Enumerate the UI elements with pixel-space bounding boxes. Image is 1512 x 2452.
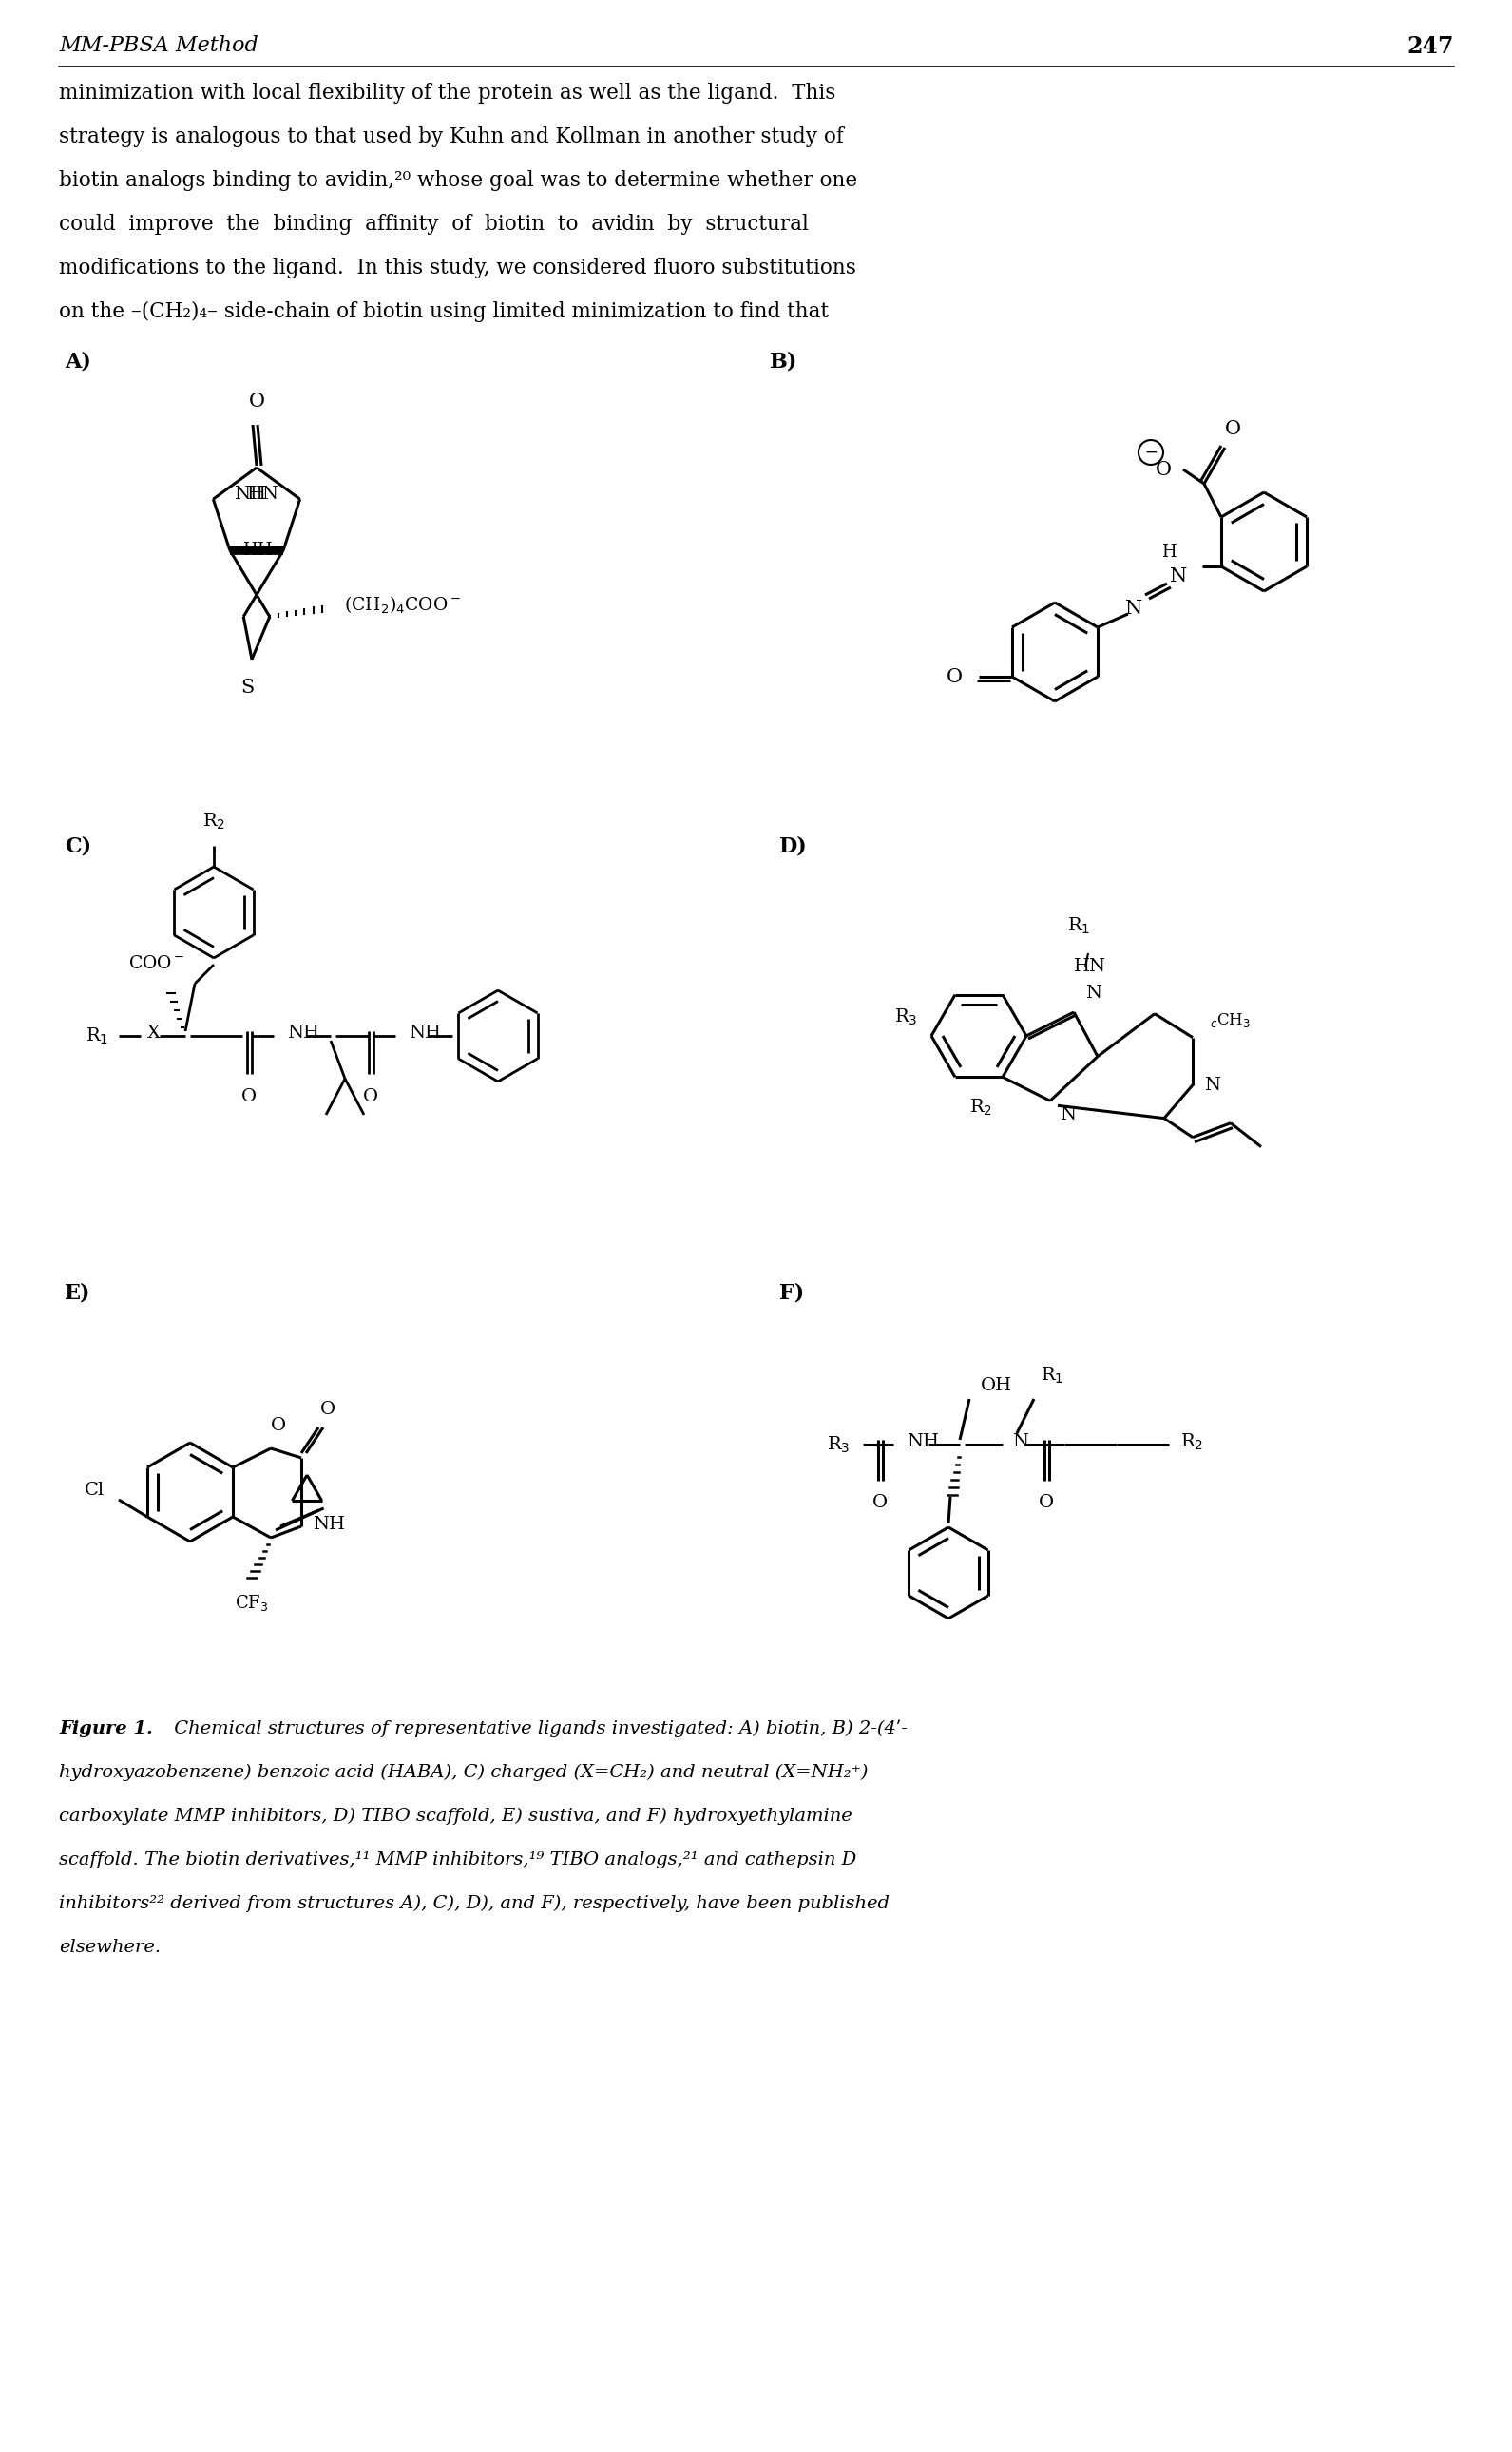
Text: (CH$_2$)$_4$COO$^-$: (CH$_2$)$_4$COO$^-$ xyxy=(343,596,461,615)
Text: Cl: Cl xyxy=(85,1481,104,1498)
Text: O: O xyxy=(248,392,265,409)
Text: O: O xyxy=(321,1400,336,1417)
Text: N: N xyxy=(1060,1106,1077,1123)
Text: NH: NH xyxy=(313,1515,345,1532)
Text: N: N xyxy=(1204,1076,1220,1094)
Text: O: O xyxy=(1225,419,1241,439)
Text: X: X xyxy=(147,1025,160,1042)
Text: R$_3$: R$_3$ xyxy=(894,1008,918,1027)
Text: biotin analogs binding to avidin,²⁰ whose goal was to determine whether one: biotin analogs binding to avidin,²⁰ whos… xyxy=(59,169,857,191)
Text: H: H xyxy=(257,542,271,559)
Text: HN: HN xyxy=(246,485,280,503)
Text: COO$^-$: COO$^-$ xyxy=(129,956,184,973)
Text: R$_2$: R$_2$ xyxy=(1181,1432,1204,1452)
Text: R$_1$: R$_1$ xyxy=(1067,917,1090,937)
Text: on the –(CH₂)₄– side-chain of biotin using limited minimization to find that: on the –(CH₂)₄– side-chain of biotin usi… xyxy=(59,302,829,321)
Text: R$_2$: R$_2$ xyxy=(203,812,225,831)
Text: modifications to the ligand.  In this study, we considered fluoro substitutions: modifications to the ligand. In this stu… xyxy=(59,257,856,280)
Text: O: O xyxy=(271,1417,286,1434)
Text: NH: NH xyxy=(287,1025,319,1042)
Text: N: N xyxy=(1125,601,1143,618)
Text: NH: NH xyxy=(907,1432,939,1449)
Text: Chemical structures of representative ligands investigated: A) biotin, B) 2-(4ʹ-: Chemical structures of representative li… xyxy=(168,1721,907,1738)
Text: N: N xyxy=(1170,566,1187,586)
Text: carboxylate MMP inhibitors, D) TIBO scaffold, E) sustiva, and F) hydroxyethylami: carboxylate MMP inhibitors, D) TIBO scaf… xyxy=(59,1807,853,1824)
Text: H: H xyxy=(1161,544,1176,562)
Text: elsewhere.: elsewhere. xyxy=(59,1940,160,1957)
Text: CF$_3$: CF$_3$ xyxy=(234,1594,269,1613)
Text: D): D) xyxy=(779,836,807,858)
Text: N: N xyxy=(1086,986,1101,1003)
Text: O: O xyxy=(947,667,963,687)
Text: NH: NH xyxy=(408,1025,442,1042)
Text: O: O xyxy=(872,1493,888,1510)
Text: inhibitors²² derived from structures A), C), D), and F), respectively, have been: inhibitors²² derived from structures A),… xyxy=(59,1895,889,1913)
Text: NH: NH xyxy=(234,485,266,503)
Text: S: S xyxy=(240,679,254,696)
Text: MM-PBSA Method: MM-PBSA Method xyxy=(59,34,259,56)
Text: OH: OH xyxy=(981,1378,1012,1395)
Text: F): F) xyxy=(779,1282,804,1304)
Text: HN: HN xyxy=(1074,959,1107,976)
Text: A): A) xyxy=(65,351,91,373)
Text: scaffold. The biotin derivatives,¹¹ MMP inhibitors,¹⁹ TIBO analogs,²¹ and cathep: scaffold. The biotin derivatives,¹¹ MMP … xyxy=(59,1851,856,1868)
Text: R$_3$: R$_3$ xyxy=(827,1434,850,1454)
Text: O: O xyxy=(242,1089,257,1106)
Text: hydroxyazobenzene) benzoic acid (HABA), C) charged (X=CH₂) and neutral (X=NH₂⁺): hydroxyazobenzene) benzoic acid (HABA), … xyxy=(59,1763,868,1780)
Text: C): C) xyxy=(65,836,91,858)
Text: could  improve  the  binding  affinity  of  biotin  to  avidin  by  structural: could improve the binding affinity of bi… xyxy=(59,213,809,235)
Text: 247: 247 xyxy=(1408,34,1455,59)
Text: strategy is analogous to that used by Kuhn and Kollman in another study of: strategy is analogous to that used by Ku… xyxy=(59,128,844,147)
Text: H: H xyxy=(242,542,257,559)
Text: O: O xyxy=(1039,1493,1054,1510)
Text: minimization with local flexibility of the protein as well as the ligand.  This: minimization with local flexibility of t… xyxy=(59,83,836,103)
Text: Figure 1.: Figure 1. xyxy=(59,1721,153,1738)
Text: B): B) xyxy=(770,351,798,373)
Text: N: N xyxy=(1012,1432,1028,1449)
Text: R$_1$: R$_1$ xyxy=(1040,1366,1063,1385)
Text: E): E) xyxy=(65,1282,91,1304)
Text: O: O xyxy=(363,1089,378,1106)
Text: −: − xyxy=(1145,444,1157,461)
Text: R$_1$: R$_1$ xyxy=(86,1025,109,1047)
Text: R$_2$: R$_2$ xyxy=(969,1096,992,1118)
Text: O: O xyxy=(1155,461,1172,478)
Text: $_c$CH$_3$: $_c$CH$_3$ xyxy=(1210,1010,1250,1030)
